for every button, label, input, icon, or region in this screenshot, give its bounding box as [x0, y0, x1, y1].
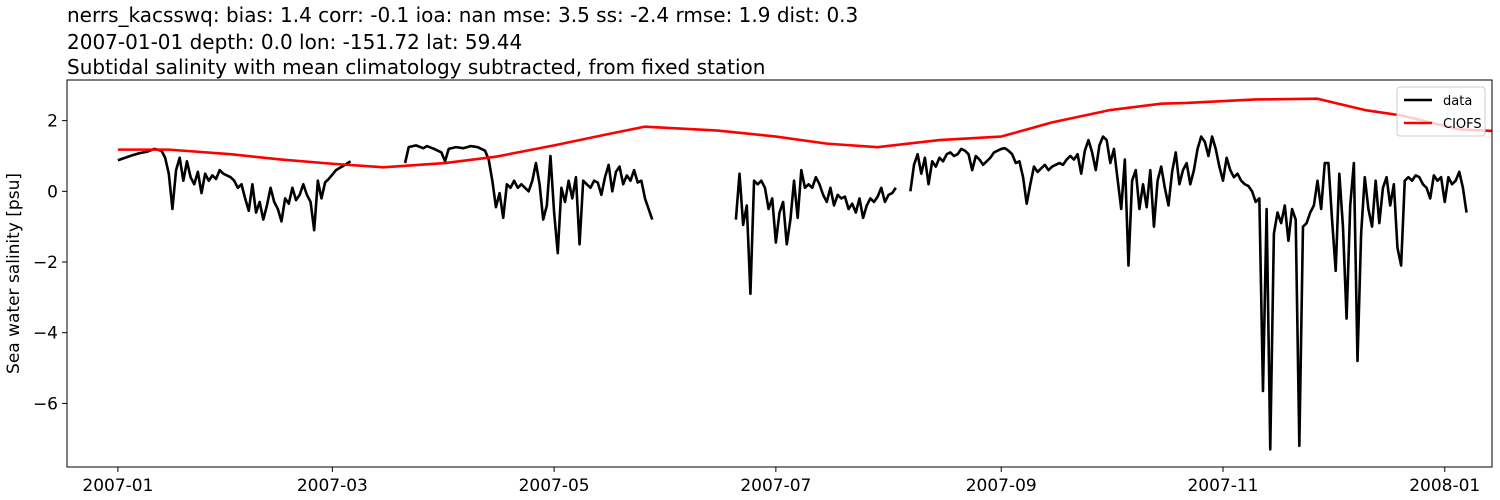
- legend-label-data: data: [1443, 94, 1472, 109]
- x-tick-label: 2007-09: [966, 476, 1037, 496]
- y-tick-label: −4: [33, 324, 58, 344]
- x-tick-label: 2008-01: [1409, 476, 1480, 496]
- series-data-line-segment-1: [117, 147, 352, 232]
- y-tick-label: −6: [33, 394, 58, 414]
- y-tick-label: −2: [33, 253, 58, 273]
- x-tick-label: 2007-07: [740, 476, 811, 496]
- legend-label-ciofs: CIOFS: [1443, 117, 1482, 132]
- series-data-line-segment-4: [909, 135, 1468, 451]
- chart-title-location: 2007-01-01 depth: 0.0 lon: -151.72 lat: …: [67, 30, 523, 54]
- x-tick-label: 2007-03: [297, 476, 368, 496]
- series-ciofs-line-segment-1: [117, 97, 1492, 169]
- y-tick-label: 2: [47, 112, 58, 132]
- chart-title-description: Subtidal salinity with mean climatology …: [67, 55, 766, 79]
- y-axis-label: Sea water salinity [psu]: [4, 173, 24, 374]
- x-tick-label: 2007-11: [1187, 476, 1258, 496]
- x-tick-label: 2007-05: [519, 476, 590, 496]
- x-tick-label: 2007-01: [82, 476, 153, 496]
- series-data-line-segment-2: [403, 144, 654, 255]
- y-tick-label: 0: [47, 182, 58, 202]
- chart-title-stats: nerrs_kacsswq: bias: 1.4 corr: -0.1 ioa:…: [67, 3, 859, 27]
- plot-frame: [66, 79, 1493, 468]
- series-data-line-segment-3: [734, 168, 897, 296]
